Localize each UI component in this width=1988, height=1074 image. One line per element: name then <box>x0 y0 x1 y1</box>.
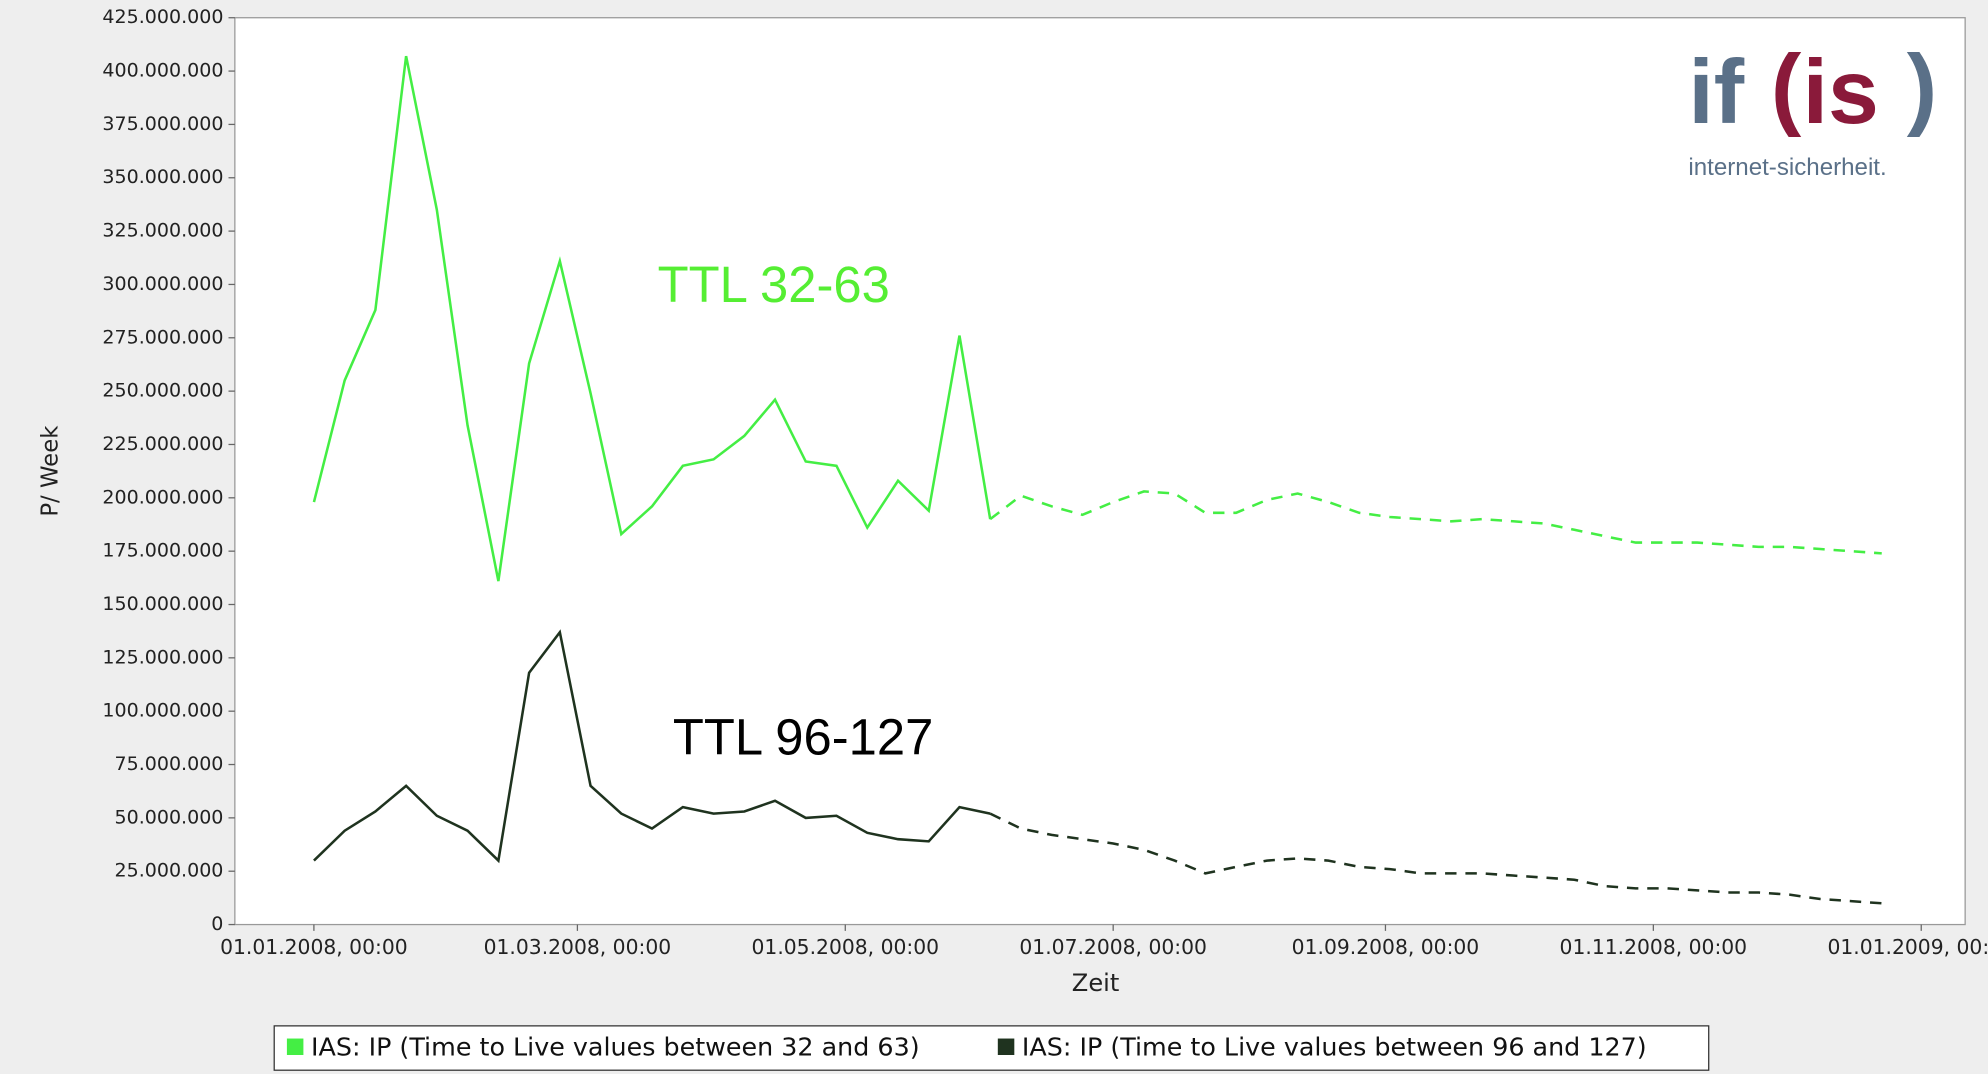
logo: if ( is ) internet-sicherheit. <box>1688 36 1937 181</box>
y-tick-label: 25.000.000 <box>115 860 224 882</box>
y-tick-label: 175.000.000 <box>102 540 223 562</box>
x-tick-label: 01.01.2008, 00:00 <box>220 935 408 959</box>
series-line <box>313 629 991 864</box>
x-axis-label: Zeit <box>1072 969 1120 997</box>
x-tick-label: 01.01.2009, 00:00 <box>1827 935 1988 959</box>
annotation: TTL 32-63 <box>658 256 890 313</box>
y-tick-label: 50.000.000 <box>115 806 224 828</box>
legend-label: IAS: IP (Time to Live values between 32 … <box>311 1032 920 1062</box>
y-tick-label: 200.000.000 <box>102 486 223 508</box>
y-tick-label: 375.000.000 <box>102 113 223 135</box>
x-tick-label: 01.09.2008, 00:00 <box>1292 935 1480 959</box>
logo-tagline: internet-sicherheit. <box>1688 154 1886 181</box>
logo-part: if <box>1688 41 1744 143</box>
x-tick-label: 01.11.2008, 00:00 <box>1560 935 1748 959</box>
y-tick-label: 150.000.000 <box>102 593 223 615</box>
y-tick-label: 0 <box>211 913 223 935</box>
logo-part: ( <box>1771 36 1802 138</box>
y-tick-label: 425.000.000 <box>102 6 223 28</box>
x-tick-label: 01.03.2008, 00:00 <box>484 935 672 959</box>
plot-area <box>234 17 1966 926</box>
legend-label: IAS: IP (Time to Live values between 96 … <box>1022 1032 1647 1062</box>
x-tick-label: 01.07.2008, 00:00 <box>1019 935 1207 959</box>
y-tick-label: 400.000.000 <box>102 60 223 82</box>
legend-swatch <box>997 1038 1015 1056</box>
y-tick-label: 225.000.000 <box>102 433 223 455</box>
annotation: TTL 96-127 <box>673 708 934 765</box>
y-tick-label: 100.000.000 <box>102 700 223 722</box>
logo-part: ) <box>1907 36 1937 138</box>
series-line <box>989 812 1882 905</box>
x-tick-label: 01.05.2008, 00:00 <box>752 935 940 959</box>
legend-swatch <box>286 1038 304 1056</box>
y-tick-label: 350.000.000 <box>102 166 223 188</box>
y-tick-label: 300.000.000 <box>102 273 223 295</box>
series-line <box>989 490 1882 555</box>
y-tick-label: 250.000.000 <box>102 380 223 402</box>
y-tick-label: 75.000.000 <box>115 753 224 775</box>
y-axis-label: P/ Week <box>37 425 63 517</box>
legend <box>273 1025 1710 1071</box>
logo-part: is <box>1803 41 1879 143</box>
y-tick-label: 275.000.000 <box>102 326 223 348</box>
y-tick-label: 325.000.000 <box>102 220 223 242</box>
y-tick-label: 125.000.000 <box>102 646 223 668</box>
series-line <box>312 55 992 582</box>
